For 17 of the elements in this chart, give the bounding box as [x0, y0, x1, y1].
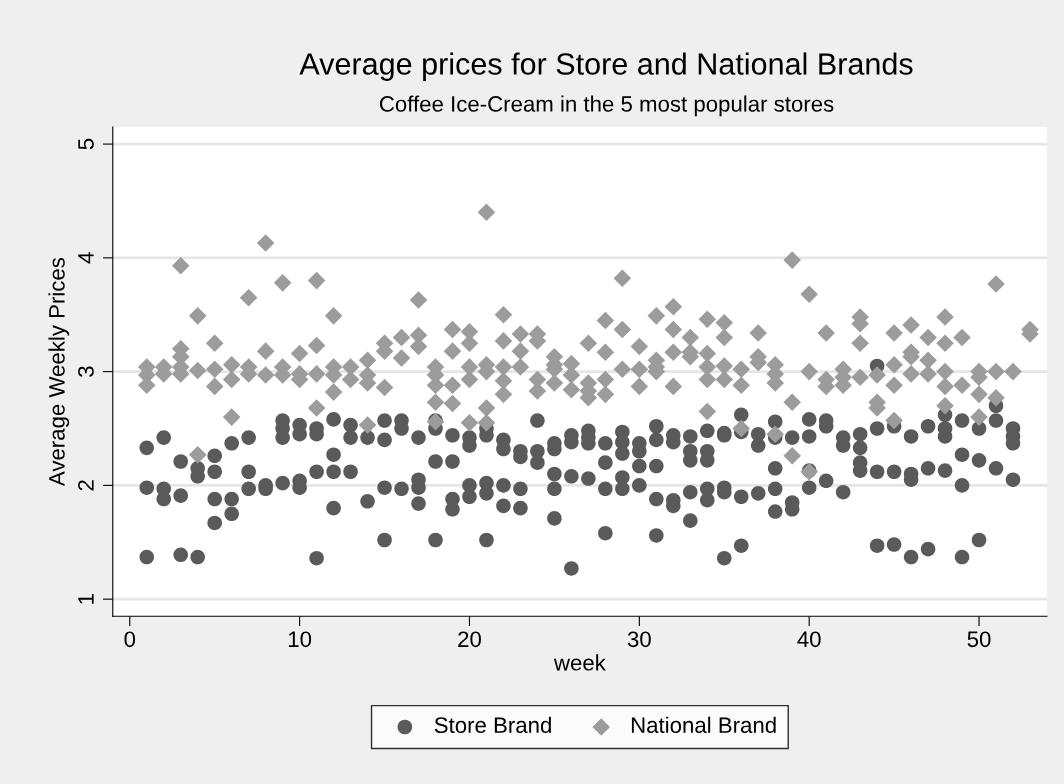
- y-tick-label: 3: [78, 366, 94, 377]
- chart-subtitle: Coffee Ice-Cream in the 5 most popular stores: [379, 95, 834, 117]
- legend-label: National Brand: [631, 716, 776, 734]
- x-tick-label: 50: [967, 631, 991, 648]
- x-axis-title: week: [553, 654, 606, 671]
- chart-title: Average prices for Store and National Brands: [299, 52, 913, 81]
- y-tick-label: 2: [78, 480, 94, 491]
- x-tick-label: 10: [288, 631, 312, 648]
- legend-label: Store Brand: [434, 716, 551, 734]
- x-tick-label: 40: [797, 631, 821, 648]
- x-tick-label: 20: [458, 631, 481, 648]
- x-tick-label: 30: [627, 631, 651, 648]
- y-tick-label: 1: [78, 594, 94, 604]
- y-tick-label: 4: [78, 252, 94, 264]
- y-axis-title: Average Weekly Prices: [48, 257, 70, 487]
- y-tick-label: 5: [78, 138, 94, 150]
- x-tick-label: 0: [124, 631, 136, 648]
